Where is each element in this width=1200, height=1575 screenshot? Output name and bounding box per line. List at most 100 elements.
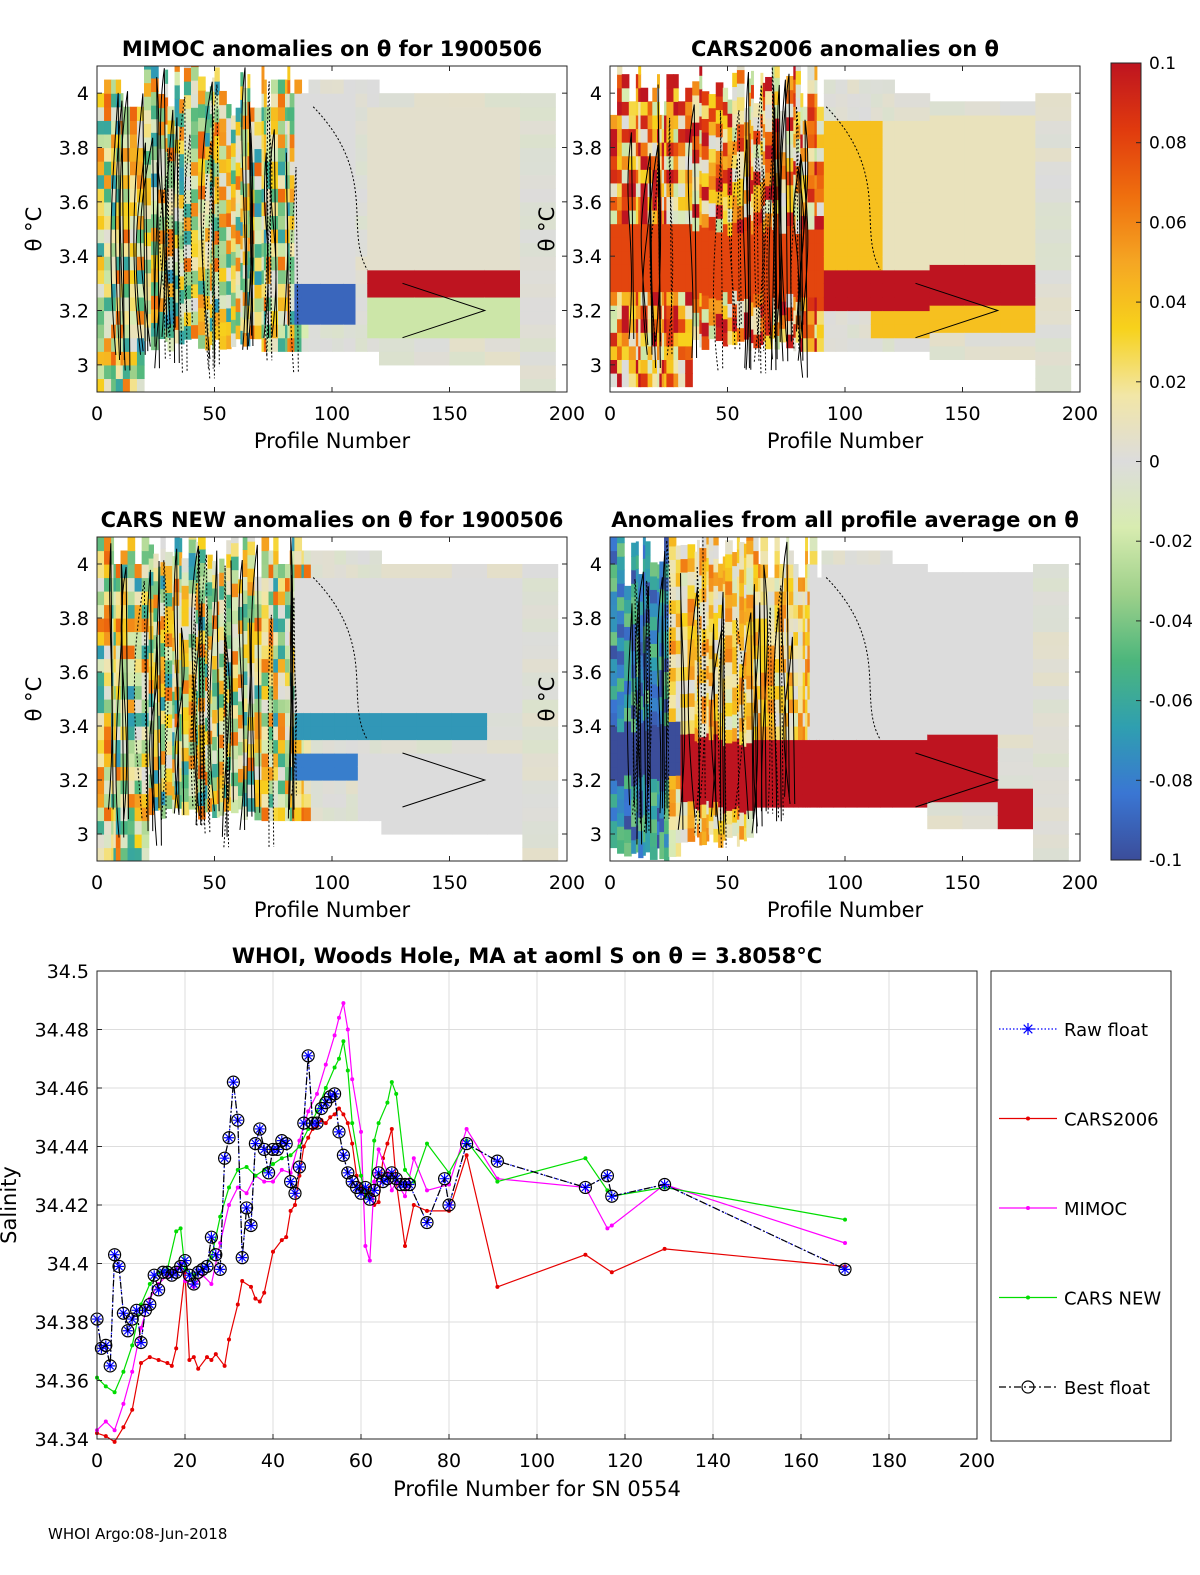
heatmap-cell (751, 138, 754, 153)
heatmap-cell (153, 607, 159, 622)
heatmap-cell (715, 204, 724, 219)
colorbar-tick-label: 0.02 (1149, 373, 1187, 393)
heatmap-cell (816, 147, 825, 162)
heatmap-cell (414, 256, 451, 271)
heatmap-cell (219, 118, 227, 133)
heatmap-cell (104, 658, 112, 673)
heatmap-cell (188, 537, 197, 540)
heatmap-cell (357, 591, 371, 606)
heatmap-cell (277, 577, 286, 592)
heatmap-cell (122, 229, 131, 244)
heatmap-cell (310, 753, 324, 768)
heatmap-cell (774, 77, 780, 92)
heatmap-cell (144, 82, 152, 97)
heatmap-cell (645, 838, 651, 853)
heatmap-cell (760, 276, 764, 291)
heatmap-cell (242, 630, 248, 645)
heatmap-cell (111, 351, 117, 366)
x-tick-label: 50 (715, 872, 739, 894)
heatmap-cell (308, 337, 321, 352)
heatmap-cell (449, 229, 486, 244)
heatmap-cell (805, 793, 808, 808)
heatmap-cell (870, 120, 884, 135)
heatmap-cell (819, 726, 823, 741)
heatmap-cell (115, 807, 122, 822)
heatmap-cell (174, 274, 180, 290)
heatmap-cell (638, 318, 642, 333)
heatmap-cell (774, 645, 780, 660)
heatmap-cell (751, 288, 754, 303)
heatmap-cell (835, 174, 848, 189)
heatmap-cell (289, 269, 295, 284)
heatmap-cell (111, 847, 115, 861)
heatmap-cell (687, 584, 696, 599)
data-point (843, 1241, 847, 1246)
heatmap-cell (188, 754, 197, 770)
x-tick-label: 200 (549, 403, 585, 425)
heatmap-cell (642, 598, 646, 613)
heatmap-cell (1000, 209, 1036, 225)
heatmap-cell (666, 101, 675, 116)
heatmap-cell (165, 700, 173, 715)
heatmap-cell (762, 300, 766, 315)
heatmap-cell (355, 161, 368, 176)
heatmap-cell (97, 577, 105, 592)
x-tick-label: 200 (1062, 403, 1098, 425)
heatmap-cell (310, 618, 324, 633)
heatmap-cell (212, 655, 218, 670)
contour (694, 566, 702, 833)
heatmap-cell (753, 537, 759, 552)
heatmap-cell (334, 645, 347, 660)
heatmap-cell (722, 128, 729, 143)
heatmap-cell (736, 96, 745, 111)
heatmap-cell (859, 324, 872, 339)
heatmap-cell (242, 332, 248, 347)
heatmap-cell (751, 70, 754, 86)
heatmap-cell (666, 264, 675, 279)
heatmap-cell (247, 568, 256, 583)
heatmap-cell (624, 612, 632, 627)
heatmap-cell (1033, 726, 1069, 741)
contour (120, 566, 129, 820)
heatmap-cell (964, 277, 1001, 293)
heatmap-cell (207, 622, 213, 637)
heatmap-cell (708, 229, 717, 245)
heatmap-cell (661, 345, 665, 360)
heatmap-cell (929, 277, 966, 293)
heatmap-cell (484, 337, 521, 352)
heatmap-cell (638, 372, 642, 388)
heatmap-cell (664, 182, 667, 197)
heatmap-cell (802, 753, 806, 768)
heatmap-cell (127, 712, 136, 727)
heatmap-cell (198, 683, 206, 698)
heatmap-cell (261, 147, 265, 162)
heatmap-cell (610, 537, 618, 552)
heatmap-cell (882, 324, 895, 339)
heatmap-cell (484, 256, 521, 271)
heatmap-cell (894, 215, 931, 230)
heatmap-cell (151, 91, 159, 106)
heatmap-cell (165, 754, 173, 769)
heatmap-cell (727, 289, 733, 304)
heatmap-cell (856, 631, 870, 646)
heatmap-cell (115, 296, 122, 312)
heatmap-cell (216, 803, 220, 818)
heatmap-cell (367, 174, 380, 189)
heatmap-cell (97, 242, 105, 257)
heatmap-cell (699, 831, 703, 846)
heatmap-cell (823, 296, 837, 312)
heatmap-cell (310, 726, 324, 741)
heatmap-cell (144, 259, 152, 274)
heatmap-cell (158, 742, 162, 757)
heatmap-cell (1000, 223, 1036, 238)
heatmap-cell (673, 74, 679, 89)
heatmap-cell (379, 201, 415, 217)
heatmap-cell (136, 296, 145, 312)
heatmap-cell (868, 631, 881, 646)
heatmap-cell (657, 237, 660, 252)
heatmap-cell (301, 604, 305, 619)
heatmap-cell (706, 611, 710, 626)
heatmap-cell (167, 214, 176, 230)
heatmap-cell (732, 673, 738, 688)
heatmap-cell (793, 780, 799, 795)
